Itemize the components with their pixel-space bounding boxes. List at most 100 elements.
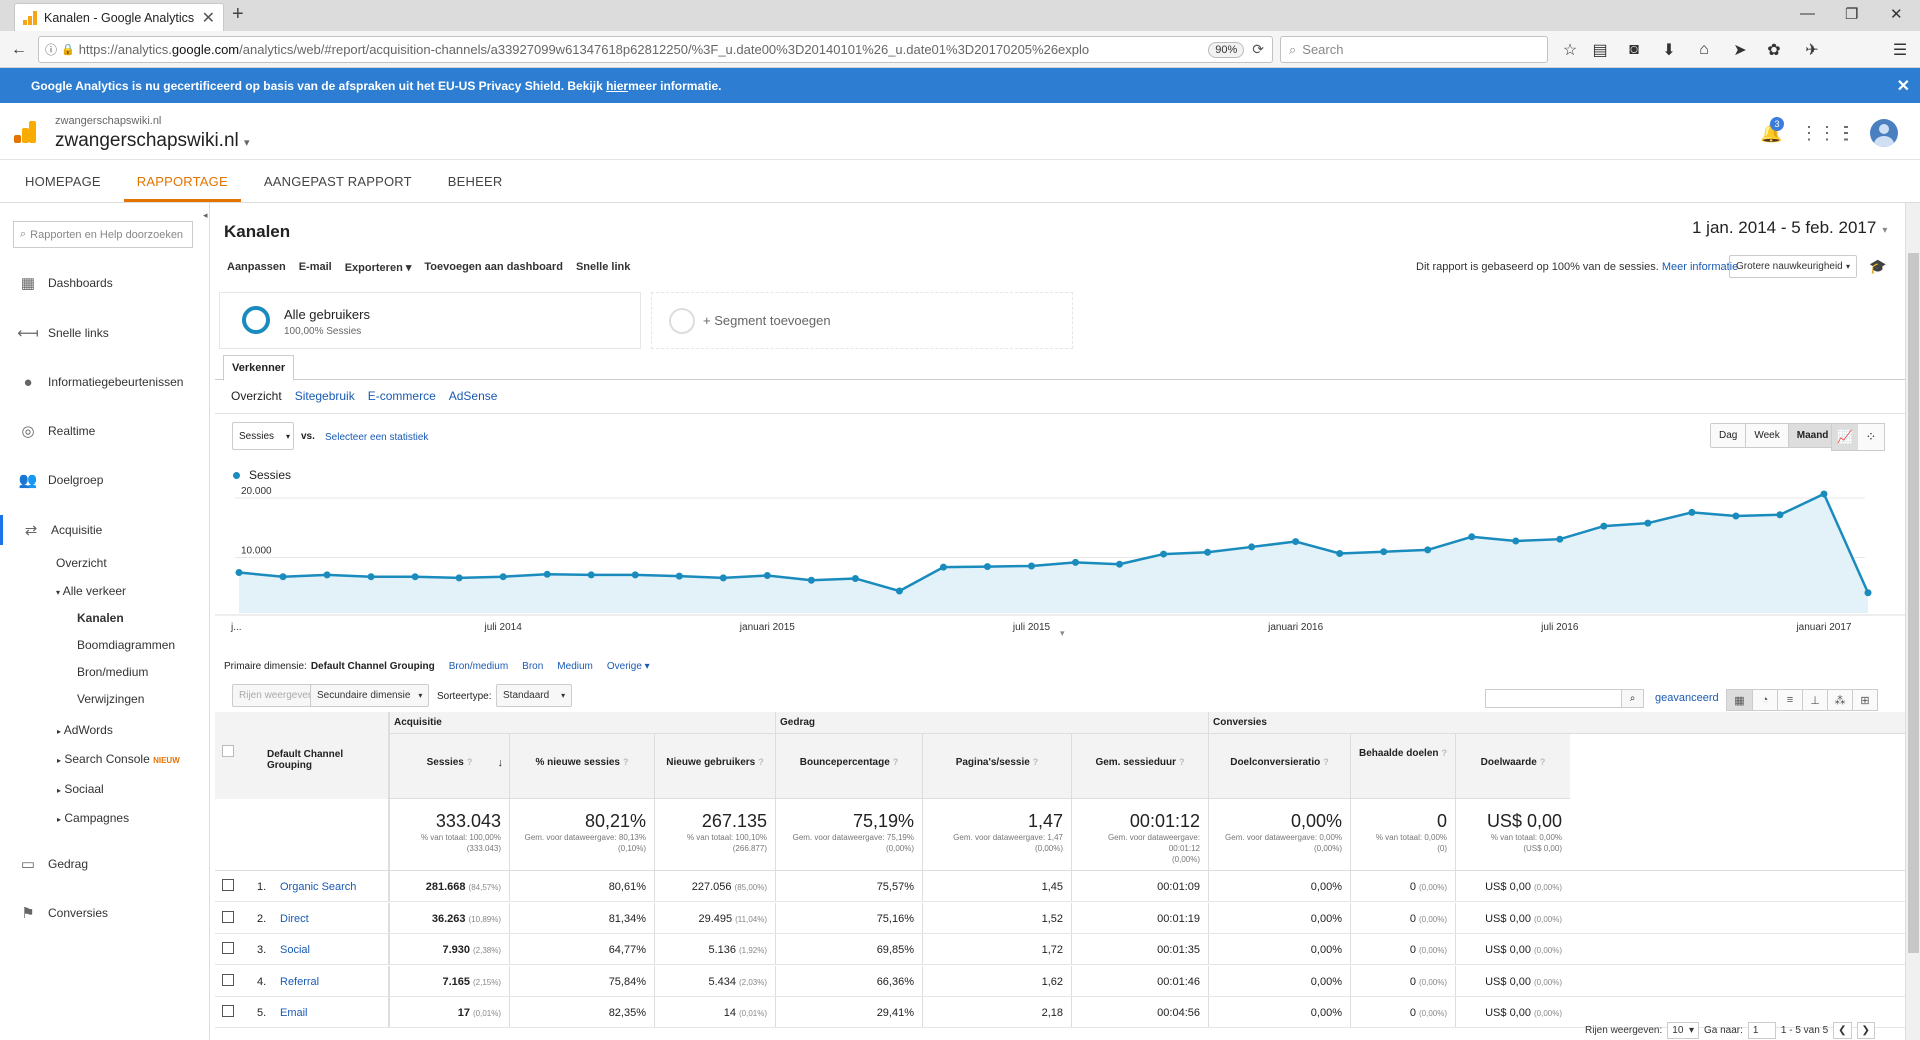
search-icon[interactable]: ⌕ (1621, 689, 1644, 708)
new-tab-icon[interactable]: + (232, 3, 244, 25)
bookmark-star-icon[interactable]: ☆ (1562, 42, 1578, 59)
window-close-icon[interactable]: ✕ (1890, 6, 1903, 23)
data-point[interactable] (807, 576, 815, 584)
dim-bron[interactable]: Bron (522, 661, 544, 672)
channel-link[interactable]: Social (280, 944, 310, 956)
data-point[interactable] (1556, 535, 1564, 543)
add-segment-button[interactable]: + Segment toevoegen (651, 292, 1073, 349)
data-point[interactable] (1292, 538, 1300, 546)
pivot-view-icon[interactable]: ⊞ (1852, 690, 1877, 710)
close-tab-icon[interactable]: ✕ (201, 9, 215, 27)
channel-link[interactable]: Organic Search (280, 881, 357, 893)
sidebar-sub-alle-verkeer[interactable]: ▾ Alle verkeer (56, 584, 127, 598)
sidebar-item-dashboards[interactable]: ▦ Dashboards (0, 268, 209, 298)
reload-icon[interactable]: ⟳ (1252, 41, 1264, 57)
sidebar-sub-boomdiagrammen[interactable]: Boomdiagrammen (77, 638, 176, 652)
banner-close-icon[interactable]: ✕ (1896, 78, 1910, 95)
reading-list-icon[interactable]: ▤ (1592, 42, 1608, 59)
data-point[interactable] (367, 573, 375, 581)
back-icon[interactable]: ← (11, 41, 27, 58)
sidebar-item-conversies[interactable]: ⚑ Conversies (0, 898, 209, 928)
segment-alle-gebruikers[interactable]: Alle gebruikers 100,00% Sessies (219, 292, 641, 349)
sidebar-sub-campagnes[interactable]: ▸ Campagnes (57, 811, 130, 825)
sidebar-sub-search-console[interactable]: ▸ Search Console NIEUW (57, 752, 180, 766)
data-point[interactable] (1600, 522, 1608, 530)
data-point[interactable] (323, 571, 331, 579)
sidebar-item-doelgroep[interactable]: 👥 Doelgroep (0, 465, 209, 495)
channel-link[interactable]: Direct (280, 912, 309, 925)
extension-2-icon[interactable]: ✈ (1805, 42, 1819, 59)
secondary-dimension-select[interactable]: Secundaire dimensie ▾ (310, 684, 430, 707)
sidebar-sub-bron-medium[interactable]: Bron/medium (77, 665, 149, 679)
sidebar-sub-verwijzingen[interactable]: Verwijzingen (77, 692, 145, 706)
row-checkbox[interactable] (222, 942, 234, 954)
data-point[interactable] (1336, 549, 1344, 557)
data-point[interactable] (1072, 558, 1080, 566)
data-point[interactable] (675, 572, 683, 580)
property-selector[interactable]: zwangerschapswiki.nl ▾ (55, 130, 250, 151)
accuracy-select[interactable]: Grotere nauwkeurigheid ▾ (1729, 255, 1857, 278)
row-checkbox[interactable] (222, 1005, 234, 1017)
sidebar-sub-overzicht[interactable]: Overzicht (56, 556, 107, 570)
line-chart-icon[interactable]: 📈 (1832, 424, 1858, 450)
data-point[interactable] (455, 574, 463, 582)
data-point[interactable] (1160, 550, 1168, 558)
data-point[interactable] (1732, 512, 1740, 520)
advanced-filter-link[interactable]: geavanceerd (1655, 692, 1719, 704)
col-header-col-nieuwe-sessies[interactable]: % nieuwe sessies? (509, 734, 654, 799)
plot-rows-button[interactable]: Rijen weergeven (232, 684, 321, 707)
granularity-dag[interactable]: Dag (1711, 424, 1746, 447)
row-checkbox[interactable] (222, 910, 234, 923)
sidebar-sub-sociaal[interactable]: ▸ Sociaal (57, 782, 104, 796)
prev-page-icon[interactable]: ❮ (1833, 1022, 1852, 1039)
data-point[interactable] (1644, 519, 1652, 527)
sidebar-item-acquisitie[interactable]: ⇄ Acquisitie (0, 515, 209, 545)
dim-bron-medium[interactable]: Bron/medium (448, 661, 509, 672)
col-header-col-nieuwe-gebruikers[interactable]: Nieuwe gebruikers? (654, 734, 775, 799)
table-view-icon[interactable]: ▦ (1727, 690, 1752, 710)
tab-aangepast-rapport[interactable]: AANGEPAST RAPPORT (263, 174, 412, 189)
granularity-maand[interactable]: Maand (1787, 424, 1837, 447)
chart-resize-handle-icon[interactable]: ▾ (1060, 628, 1065, 638)
info-icon[interactable]: ⓘ (45, 43, 58, 57)
subtab-overzicht[interactable]: Overzicht (231, 389, 282, 403)
next-page-icon[interactable]: ❯ (1856, 1022, 1875, 1039)
data-point[interactable] (763, 572, 771, 579)
pie-view-icon[interactable]: ◔ (1752, 690, 1777, 710)
tab-homepage[interactable]: HOMEPAGE (25, 174, 101, 189)
sidebar-item-snelle-links[interactable]: ⟻ Snelle links (17, 325, 109, 342)
action-exporteren[interactable]: Exporteren ▾ (344, 262, 412, 274)
performance-view-icon[interactable]: ≡ (1777, 690, 1802, 710)
data-point[interactable] (411, 573, 419, 581)
col-header-col-paginas-sessie[interactable]: Pagina's/sessie? (922, 734, 1071, 799)
select-metric-link[interactable]: Selecteer een statistiek (325, 432, 429, 443)
data-point[interactable] (895, 587, 903, 595)
browser-search-input[interactable]: ⌕ Search (1280, 36, 1548, 63)
sidebar-item-informatiegebeurtenissen[interactable]: ● Informatiegebeurtenissen (0, 367, 209, 397)
subtab-ecommerce[interactable]: E-commerce (367, 389, 436, 403)
row-checkbox[interactable] (222, 973, 234, 986)
col-header-col-sessieduur[interactable]: Gem. sessieduur? (1071, 734, 1208, 799)
sidebar-sub-adwords[interactable]: ▸ AdWords (57, 723, 113, 737)
select-all-checkbox[interactable] (222, 745, 234, 757)
sidebar-sub-kanalen[interactable]: Kanalen (77, 611, 124, 625)
data-point[interactable] (983, 563, 991, 571)
comparison-view-icon[interactable]: ⊥ (1802, 690, 1827, 710)
account-name[interactable]: zwangerschapswiki.nl (55, 115, 162, 127)
date-range-picker[interactable]: 1 jan. 2014 - 5 feb. 2017 ▾ (1692, 218, 1888, 237)
pocket-icon[interactable]: ◙ (1629, 41, 1639, 58)
restore-icon[interactable]: ❐ (1845, 6, 1859, 23)
data-point[interactable] (1424, 546, 1432, 554)
download-icon[interactable]: ⬇ (1662, 42, 1676, 59)
url-bar[interactable]: ⓘ 🔒 https://analytics.google.com/analyti… (38, 36, 1273, 63)
dim-overige[interactable]: Overige ▾ (606, 661, 650, 672)
rows-per-page-select[interactable]: 10 ▾ (1667, 1022, 1699, 1039)
data-point[interactable] (1688, 508, 1696, 516)
table-filter-input[interactable] (1485, 689, 1625, 708)
data-point[interactable] (1468, 533, 1476, 541)
metric-select[interactable]: Sessies ▾ (232, 422, 294, 450)
zoom-level[interactable]: 90% (1208, 41, 1245, 58)
action-email[interactable]: E-mail (298, 261, 332, 273)
data-point[interactable] (1512, 537, 1520, 545)
subtab-sitegebruik[interactable]: Sitegebruik (294, 389, 355, 403)
